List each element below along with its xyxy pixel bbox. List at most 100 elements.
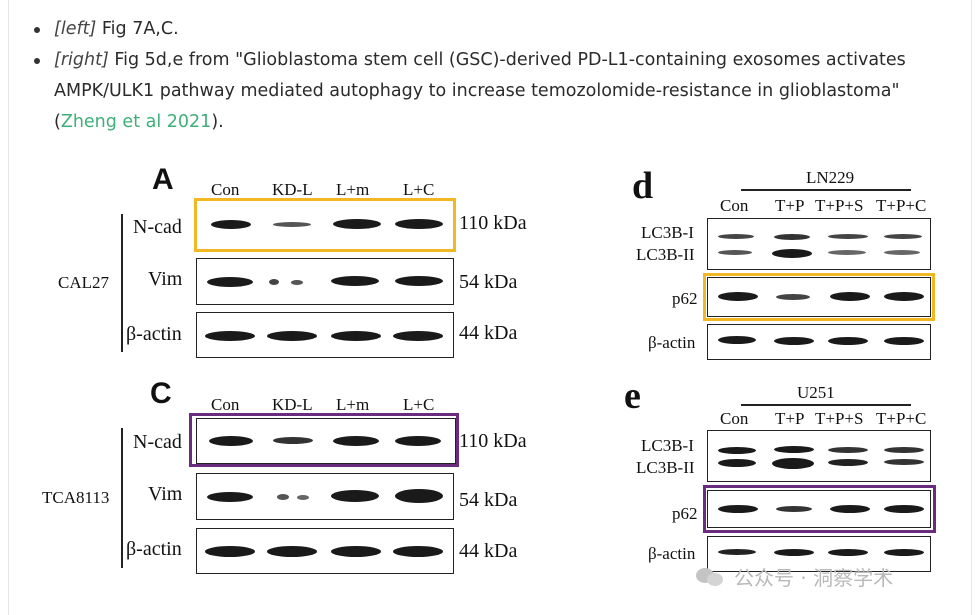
band (830, 292, 870, 301)
band (828, 337, 868, 345)
row-label: β-actin (648, 544, 696, 563)
panel-letter-a: A (152, 163, 174, 196)
highlight-box (194, 198, 456, 252)
panel-letter-e: e (624, 375, 641, 417)
highlight-box (189, 413, 459, 467)
band (267, 546, 317, 557)
band (393, 546, 443, 557)
band (774, 337, 814, 345)
row-label: p62 (672, 504, 698, 523)
kda-label: 54 kDa (459, 271, 518, 293)
band (774, 446, 814, 453)
band (331, 490, 379, 502)
band (267, 331, 317, 341)
bullet-tag: [right] (54, 50, 109, 70)
lane-label: Con (211, 180, 240, 199)
band (828, 459, 868, 466)
lane-label: T+P+C (876, 409, 927, 428)
paren: ). (211, 112, 224, 132)
bullet-dot (34, 58, 40, 64)
band (395, 436, 441, 446)
band (884, 447, 924, 453)
band (830, 505, 870, 513)
kda-label: 110 kDa (459, 212, 527, 234)
row-label: β-actin (648, 333, 696, 352)
highlight-box (703, 273, 935, 321)
group-label: TCA8113 (42, 488, 110, 507)
row-label: N-cad (133, 431, 182, 453)
bullet-tag: [left] (54, 19, 97, 39)
row-label: LC3B-I (641, 436, 694, 455)
lane-label: L+m (336, 395, 370, 414)
lane-label: L+C (403, 395, 435, 414)
panel-letter-d: d (632, 165, 654, 207)
band (297, 495, 309, 500)
band (718, 250, 752, 255)
blot-panel (196, 473, 454, 520)
band (273, 437, 313, 444)
blot-panel (196, 312, 454, 358)
band (209, 436, 253, 446)
band (718, 459, 756, 467)
blot-panel (707, 430, 931, 482)
blot-panel (196, 200, 454, 250)
kda-label: 44 kDa (459, 540, 518, 562)
band (205, 331, 255, 341)
paren: ( (54, 112, 61, 132)
lane-label: KD-L (272, 395, 313, 414)
bullet-dot (34, 27, 40, 33)
band (718, 292, 758, 301)
bullet-item-left: [left] Fig 7A,C. (34, 14, 934, 45)
band (395, 219, 443, 229)
band (331, 331, 381, 341)
band (333, 219, 381, 229)
band (207, 277, 253, 287)
band (395, 489, 443, 503)
band (277, 494, 289, 500)
bullet-list: [left] Fig 7A,C. [right] Fig 5d,e from "… (34, 14, 934, 138)
lane-label: L+m (336, 180, 370, 199)
blot-panel (196, 528, 454, 574)
lane-label: Con (211, 395, 240, 414)
band (331, 546, 381, 557)
band (776, 506, 812, 512)
panel-letter-c: C (150, 377, 172, 410)
row-label: Vim (148, 268, 183, 290)
band (884, 505, 924, 513)
row-label: LC3B-II (636, 458, 695, 477)
band (718, 336, 756, 344)
band (205, 546, 255, 557)
lane-label: L+C (403, 180, 435, 199)
right-divider (971, 0, 972, 615)
band (333, 436, 379, 446)
row-label: LC3B-I (641, 223, 694, 242)
band (718, 549, 756, 555)
row-label: p62 (672, 289, 698, 308)
band (395, 276, 443, 286)
kda-label: 54 kDa (459, 489, 518, 511)
row-label: N-cad (133, 216, 182, 238)
lane-label: T+P (775, 196, 805, 215)
band (774, 234, 810, 240)
band (884, 292, 924, 301)
group-bracket (121, 428, 123, 568)
band (774, 549, 814, 556)
bullet-text: AMPK/ULK1 pathway mediated autophagy to … (54, 81, 900, 101)
lane-label: KD-L (272, 180, 313, 199)
blot-panel (707, 218, 931, 270)
row-label: LC3B-II (636, 245, 695, 264)
band (884, 250, 920, 255)
band (331, 276, 379, 286)
band (828, 250, 866, 255)
band (884, 549, 924, 556)
left-divider (8, 0, 9, 615)
blot-panel (196, 418, 456, 464)
blot-panel (707, 324, 931, 360)
band (828, 447, 868, 453)
citation-link[interactable]: Zheng et al 2021 (60, 112, 212, 132)
cell-line-rule (741, 189, 911, 191)
band (828, 549, 868, 556)
lane-label: T+P (775, 409, 805, 428)
blot-panel (707, 277, 931, 317)
row-label: β-actin (126, 538, 182, 560)
